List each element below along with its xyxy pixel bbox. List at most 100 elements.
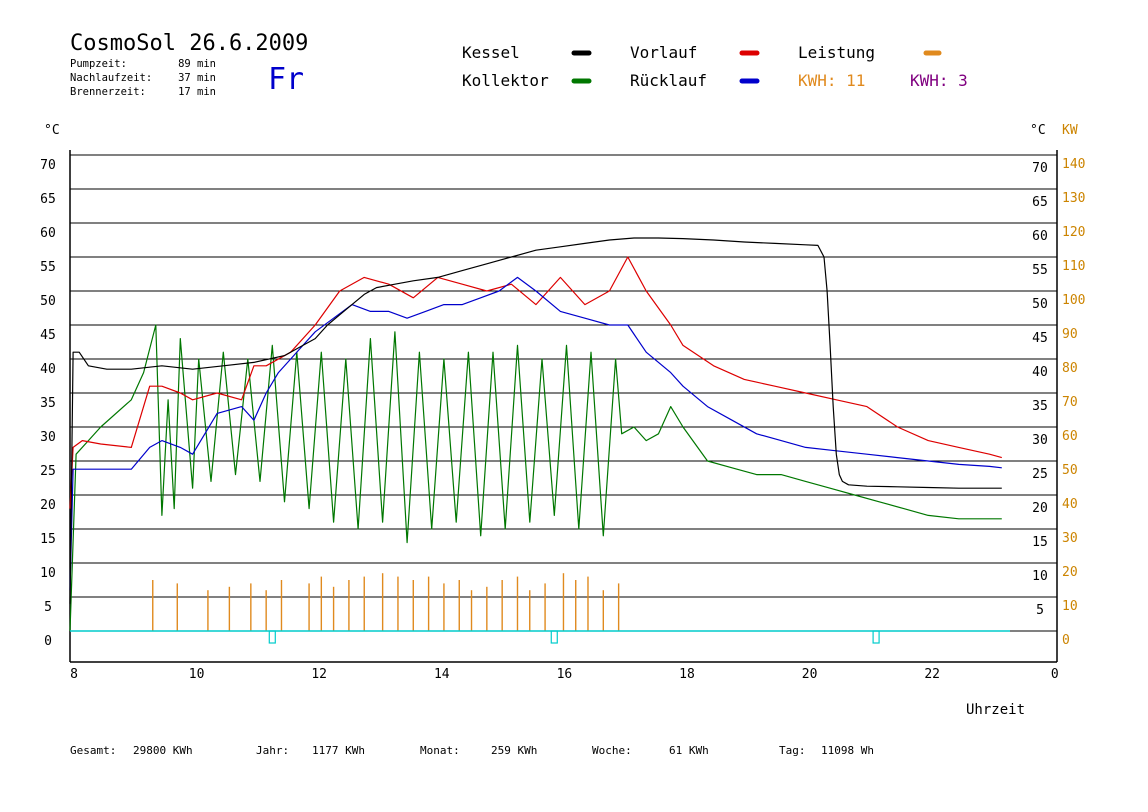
y-tick-left-60: 60 [40,226,56,241]
y-axis-unit-right-temp: °C [1030,123,1046,138]
footer-label-jahr: Jahr: [256,744,289,757]
pump-marker-2 [872,630,880,644]
y-tick-right-temp-60: 60 [1032,229,1048,244]
legend: Kessel Kollektor Vorlauf Rücklauf Leistu… [462,43,968,90]
stat-label-brennerzeit: Brennerzeit: [70,86,146,98]
y-tick-right-power-20: 20 [1062,565,1078,580]
y-tick-right-temp-55: 55 [1032,263,1048,278]
x-tick-8: 8 [70,667,78,682]
y-tick-left-20: 20 [40,498,56,513]
gridlines [70,154,1057,632]
y-tick-left-70: 70 [40,158,56,173]
y-ticks-left: 0 5 10 15 20 25 30 35 40 45 50 55 60 65 70 [40,158,56,649]
series-line-ruecklauf [69,276,1002,591]
y-tick-right-temp-40: 40 [1032,365,1048,380]
legend-kwh-2: KWH: 3 [910,71,968,90]
y-tick-left-0: 0 [44,634,52,649]
y-tick-left-10: 10 [40,566,56,581]
y-tick-right-power-50: 50 [1062,463,1078,478]
y-tick-left-35: 35 [40,396,56,411]
y-axis-unit-right-power: KW [1062,123,1078,138]
footer-totals: Gesamt: 29800 KWh Jahr: 1177 KWh Monat: … [70,744,874,757]
y-tick-right-power-80: 80 [1062,361,1078,376]
stat-label-nachlaufzeit: Nachlaufzeit: [70,72,152,84]
x-tick-18: 18 [679,667,695,682]
y-tick-right-temp-15: 15 [1032,535,1048,550]
y-tick-left-50: 50 [40,294,56,309]
y-tick-right-power-10: 10 [1062,599,1078,614]
y-tick-left-25: 25 [40,464,56,479]
pump-marker-0 [268,630,276,644]
x-axis-label: Uhrzeit [966,702,1025,718]
y-tick-right-temp-45: 45 [1032,331,1048,346]
y-tick-right-temp-65: 65 [1032,195,1048,210]
legend-label-ruecklauf: Rücklauf [630,71,707,90]
y-tick-left-40: 40 [40,362,56,377]
x-tick-22: 22 [924,667,940,682]
stat-label-pumpzeit: Pumpzeit: [70,58,127,70]
pump-line [70,630,1010,644]
footer-value-gesamt: 29800 KWh [133,744,193,757]
y-tick-left-30: 30 [40,430,56,445]
y-tick-left-15: 15 [40,532,56,547]
y-axis-unit-left: °C [44,123,60,138]
y-tick-right-temp-25: 25 [1032,467,1048,482]
footer-value-jahr: 1177 KWh [312,744,365,757]
y-tick-right-power-110: 110 [1062,259,1085,274]
series [69,237,1002,632]
stat-value-brennerzeit: 17 min [178,86,216,98]
legend-label-kessel: Kessel [462,43,520,62]
y-tick-right-power-60: 60 [1062,429,1078,444]
power-bars [152,573,620,631]
y-tick-right-temp-30: 30 [1032,433,1048,448]
y-tick-right-power-130: 130 [1062,191,1085,206]
footer-value-woche: 61 KWh [669,744,709,757]
footer-value-tag: 11098 Wh [821,744,874,757]
y-tick-right-power-40: 40 [1062,497,1078,512]
x-tick-20: 20 [802,667,818,682]
legend-label-leistung: Leistung [798,43,875,62]
y-tick-right-temp-5: 5 [1036,603,1044,618]
header-stats: Pumpzeit: 89 min Nachlaufzeit: 37 min Br… [70,58,216,98]
y-tick-left-55: 55 [40,260,56,275]
legend-kwh-1: KWH: 11 [798,71,865,90]
footer-label-tag: Tag: [779,744,806,757]
series-line-vorlauf [69,256,1002,509]
y-tick-right-temp-10: 10 [1032,569,1048,584]
x-ticks: 8 10 12 14 16 18 20 22 0 [70,667,1059,682]
stat-value-nachlaufzeit: 37 min [178,72,216,84]
y-ticks-right-temp: 5 10 15 20 25 30 35 40 45 50 55 60 65 70 [1032,161,1048,618]
footer-value-monat: 259 KWh [491,744,537,757]
y-tick-right-temp-20: 20 [1032,501,1048,516]
pump-marker-1 [550,630,558,644]
y-tick-right-temp-70: 70 [1032,161,1048,176]
y-tick-right-power-0: 0 [1062,633,1070,648]
x-tick-16: 16 [557,667,573,682]
y-tick-right-power-70: 70 [1062,395,1078,410]
footer-label-woche: Woche: [592,744,632,757]
series-line-kollektor [69,324,1002,632]
chart-title: CosmoSol 26.6.2009 [70,31,308,56]
y-tick-right-power-120: 120 [1062,225,1085,240]
legend-label-vorlauf: Vorlauf [630,43,697,62]
footer-label-gesamt: Gesamt: [70,744,116,757]
y-tick-right-temp-35: 35 [1032,399,1048,414]
y-tick-right-power-140: 140 [1062,157,1085,172]
y-tick-left-45: 45 [40,328,56,343]
weekday-label: Fr [268,62,304,97]
y-tick-right-temp-50: 50 [1032,297,1048,312]
y-ticks-right-power: 0 10 20 30 40 50 60 70 80 90 100 110 120 130 140 [1062,157,1085,648]
x-tick-12: 12 [311,667,327,682]
x-tick-14: 14 [434,667,450,682]
footer-label-monat: Monat: [420,744,460,757]
y-tick-right-power-30: 30 [1062,531,1078,546]
series-line-kessel [69,237,1002,604]
x-tick-0: 0 [1051,667,1059,682]
x-tick-10: 10 [189,667,205,682]
legend-label-kollektor: Kollektor [462,71,549,90]
y-tick-right-power-100: 100 [1062,293,1085,308]
stat-value-pumpzeit: 89 min [178,58,216,70]
y-tick-left-5: 5 [44,600,52,615]
y-tick-right-power-90: 90 [1062,327,1078,342]
